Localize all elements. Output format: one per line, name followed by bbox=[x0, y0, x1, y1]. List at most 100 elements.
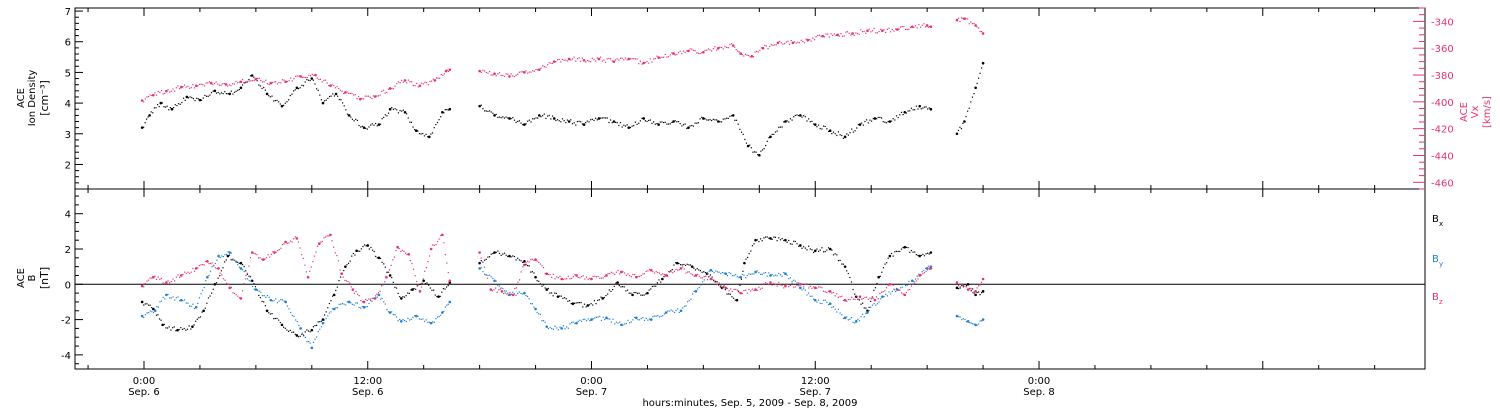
data-sample bbox=[507, 117, 509, 119]
data-sample bbox=[206, 302, 208, 304]
data-point bbox=[407, 252, 411, 256]
data-sample bbox=[694, 50, 696, 52]
data-sample bbox=[144, 303, 146, 305]
data-sample bbox=[737, 123, 739, 125]
data-sample bbox=[587, 318, 589, 320]
data-sample bbox=[703, 279, 705, 281]
data-point bbox=[433, 79, 437, 82]
data-sample bbox=[724, 289, 726, 291]
data-sample bbox=[563, 59, 565, 61]
data-sample bbox=[610, 271, 612, 273]
data-sample bbox=[959, 20, 961, 23]
data-sample bbox=[741, 292, 743, 295]
data-sample bbox=[306, 77, 308, 79]
data-sample bbox=[851, 296, 853, 298]
data-sample bbox=[209, 295, 211, 297]
data-sample bbox=[871, 296, 873, 298]
data-point bbox=[317, 242, 321, 246]
data-sample bbox=[205, 260, 207, 263]
data-sample bbox=[624, 57, 627, 59]
data-sample bbox=[832, 306, 835, 308]
data-sample bbox=[417, 86, 419, 88]
data-sample bbox=[780, 42, 782, 44]
data-sample bbox=[964, 283, 966, 286]
data-sample bbox=[756, 239, 758, 241]
data-sample bbox=[320, 241, 322, 243]
data-sample bbox=[276, 301, 279, 304]
data-sample bbox=[530, 71, 532, 73]
data-sample bbox=[900, 248, 903, 250]
data-sample bbox=[369, 298, 372, 300]
data-point bbox=[418, 84, 422, 88]
data-sample bbox=[970, 290, 972, 292]
data-sample bbox=[885, 287, 888, 289]
data-sample bbox=[559, 326, 561, 328]
data-sample bbox=[179, 300, 181, 302]
data-sample bbox=[393, 256, 395, 258]
data-sample bbox=[245, 81, 247, 84]
data-sample bbox=[371, 97, 373, 100]
data-sample bbox=[356, 119, 358, 122]
data-sample bbox=[177, 85, 179, 87]
data-sample bbox=[682, 124, 685, 126]
data-sample bbox=[597, 316, 599, 318]
data-point bbox=[657, 123, 660, 126]
data-sample bbox=[186, 328, 189, 330]
data-point bbox=[334, 92, 338, 96]
data-sample bbox=[512, 117, 514, 119]
data-sample bbox=[638, 122, 640, 124]
data-sample bbox=[540, 116, 542, 118]
data-sample bbox=[819, 286, 821, 288]
data-point bbox=[821, 34, 825, 38]
data-sample bbox=[556, 327, 558, 329]
data-sample bbox=[498, 252, 501, 255]
data-sample bbox=[162, 296, 164, 299]
data-sample bbox=[856, 295, 858, 297]
data-sample bbox=[302, 85, 305, 87]
data-sample bbox=[979, 72, 981, 74]
data-sample bbox=[728, 290, 730, 292]
data-sample bbox=[659, 121, 661, 123]
data-sample bbox=[326, 82, 328, 84]
data-sample bbox=[890, 252, 893, 255]
data-point bbox=[784, 284, 787, 288]
data-sample bbox=[745, 258, 747, 260]
data-sample bbox=[228, 84, 230, 86]
data-sample bbox=[766, 140, 768, 142]
data-sample bbox=[527, 72, 529, 74]
data-sample bbox=[853, 34, 855, 37]
data-sample bbox=[871, 298, 873, 300]
data-point bbox=[858, 295, 862, 298]
data-sample bbox=[188, 272, 191, 275]
data-sample bbox=[321, 81, 323, 83]
data-sample bbox=[651, 61, 653, 63]
data-point bbox=[675, 261, 679, 265]
data-sample bbox=[643, 273, 646, 275]
data-sample bbox=[260, 79, 262, 82]
data-sample bbox=[345, 280, 348, 282]
data-sample bbox=[429, 80, 431, 83]
data-sample bbox=[334, 87, 337, 89]
data-sample bbox=[698, 269, 700, 271]
data-sample bbox=[246, 273, 248, 275]
data-sample bbox=[713, 272, 715, 274]
data-sample bbox=[740, 278, 743, 280]
data-sample bbox=[217, 277, 219, 279]
data-sample bbox=[250, 80, 252, 82]
data-sample bbox=[157, 306, 159, 308]
data-sample bbox=[281, 79, 283, 81]
data-sample bbox=[602, 277, 604, 279]
data-sample bbox=[644, 61, 646, 64]
data-sample bbox=[653, 58, 655, 60]
data-sample bbox=[272, 251, 274, 253]
data-sample bbox=[743, 55, 745, 57]
data-sample bbox=[531, 303, 533, 305]
data-sample bbox=[890, 31, 892, 33]
data-sample bbox=[754, 51, 756, 53]
data-sample bbox=[575, 302, 577, 304]
data-sample bbox=[910, 107, 912, 109]
data-sample bbox=[583, 303, 586, 305]
data-sample bbox=[264, 89, 267, 91]
data-sample bbox=[824, 251, 826, 253]
data-sample bbox=[601, 60, 603, 62]
